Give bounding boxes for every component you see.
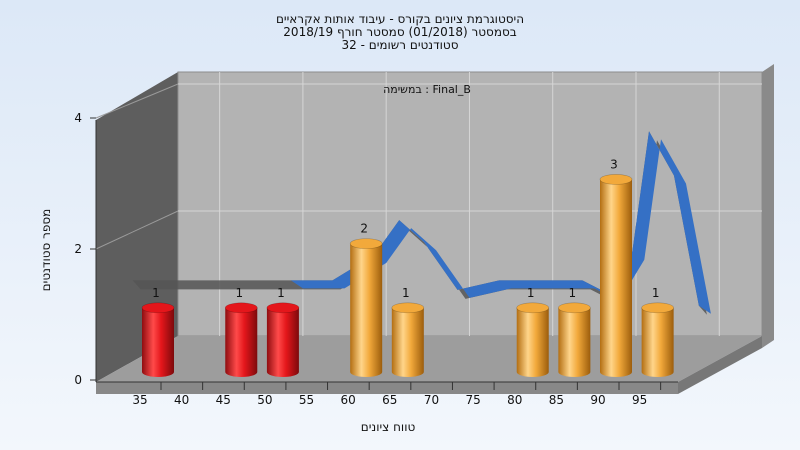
x-tick-label: 55 [299,393,314,407]
floor-edge-front [96,382,678,394]
floor [96,336,762,382]
x-tick-label: 75 [465,393,480,407]
x-tick-label: 45 [216,393,231,407]
bar: 1 [391,286,425,377]
bar: 1 [266,286,300,377]
bar-data-label: 1 [402,286,410,300]
bar: 1 [558,286,591,377]
bar-body [600,179,632,377]
bar-top [266,302,300,314]
y-tick-label: 2 [74,242,82,256]
bar-data-label: 1 [569,286,577,300]
bar-top [599,174,633,185]
bar-top [641,302,674,314]
bar-body [641,307,674,377]
bar-top [141,302,175,314]
back-wall-edge [762,64,774,348]
x-tick-label: 90 [590,393,605,407]
bars-layer: 1 1 1 2 1 1 1 3 1 [141,157,674,377]
chart-title-line-1: היסטוגרמת ציונים בקורס - עיבוד אותות אקר… [276,12,524,26]
y-tick-label: 4 [74,111,82,125]
bar: 2 [349,222,383,377]
bar-body [558,307,591,377]
grid-line-side [95,83,179,119]
x-tick-label: 70 [424,393,439,407]
chart-title-line-3: סטודנטים רשומים - 32 [341,38,458,52]
chart-title-line-2: בסמסטר (01/2018) סמסטר חורף 2018/19 [283,25,516,39]
bar-body [225,307,258,377]
x-tick-label: 65 [382,393,397,407]
bar-data-label: 1 [527,286,535,300]
x-tick-label: 60 [341,393,356,407]
y-tick-label: 0 [74,373,82,387]
bar: 1 [641,286,674,377]
x-tick-label: 85 [549,393,564,407]
bar-top [391,302,425,314]
bar-data-label: 1 [652,286,660,300]
bar: 1 [141,286,175,377]
task-annotation: במשימה : Final_B [383,83,471,96]
bar: 1 [224,286,258,377]
bar-body [391,307,424,377]
x-axis-ticks: 35 40 45 50 55 60 65 70 75 80 85 90 95 [132,382,662,407]
bar-data-label: 1 [277,286,285,300]
bar-body [350,243,383,377]
x-tick-label: 50 [257,393,272,407]
bar-data-label: 2 [360,222,368,236]
bar-top [224,302,258,314]
bar-body [142,307,174,377]
x-tick-label: 40 [174,393,189,407]
bar: 1 [516,286,550,377]
bar-data-label: 1 [235,286,243,300]
bar-data-label: 3 [610,157,618,171]
x-tick-label: 80 [507,393,522,407]
bar-data-label: 1 [152,286,160,300]
y-axis-ticks: 0 2 4 [74,111,96,387]
x-axis-label: טווח ציונים [361,420,416,434]
bar-top [516,302,550,314]
y-axis-label: מספר סטודנטים [39,209,53,292]
bar-body [266,307,299,377]
x-tick-label: 35 [132,393,147,407]
grid-line-side [95,210,179,250]
bar-top [349,238,383,249]
floor-edge-side [678,336,762,394]
bar: 3 [599,157,633,377]
bar-body [516,307,549,377]
x-tick-label: 95 [632,393,647,407]
normal-curve-ribbon [132,131,711,315]
bar-top [558,302,591,314]
